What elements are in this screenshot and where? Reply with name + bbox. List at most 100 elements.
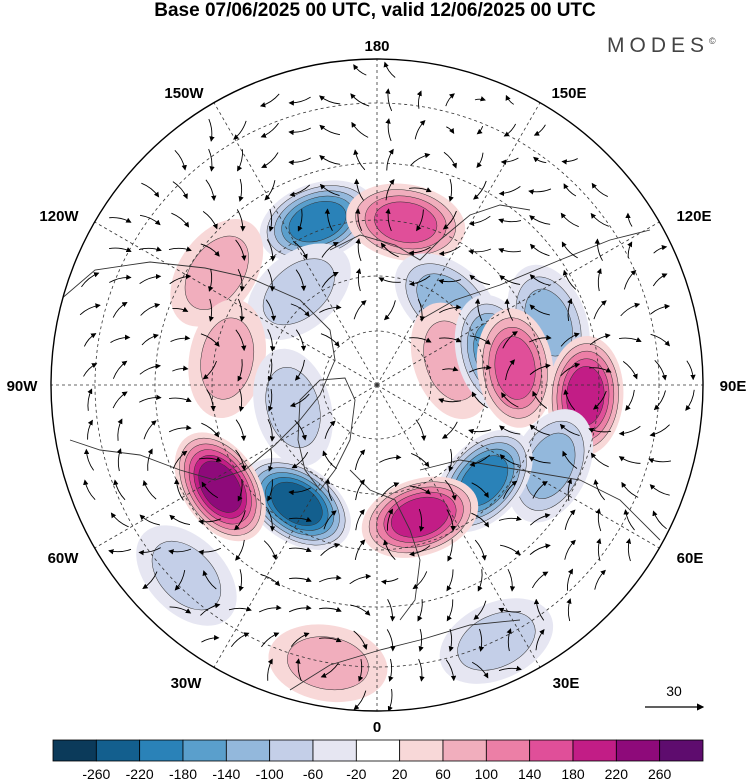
anomaly-contour: [198, 460, 243, 513]
wind-vector: [268, 358, 273, 382]
wind-vector: [478, 628, 485, 652]
wind-vector: [501, 392, 519, 408]
wind-vector: [138, 547, 161, 556]
wind-vector: [446, 509, 456, 532]
wind-vector: [533, 598, 545, 621]
colorbar-swatch: [442, 739, 487, 762]
wind-vector: [110, 334, 131, 343]
wind-vector: [476, 126, 484, 135]
wind-vector: [502, 480, 518, 499]
wind-vector: [529, 513, 551, 526]
wind-vector: [291, 451, 309, 469]
wind-vector: [503, 123, 517, 137]
wind-vector: [531, 571, 549, 589]
wind-vector: [202, 211, 218, 230]
wind-vector: [386, 629, 396, 652]
wind-vector: [83, 363, 98, 377]
lon-label-30w: 30W: [171, 675, 203, 692]
anomaly-contour: [270, 481, 323, 526]
wind-vector: [469, 335, 491, 345]
wind-vector: [112, 360, 128, 379]
coastlines: [59, 204, 661, 691]
wind-vector: [417, 298, 426, 322]
wind-vector: [81, 272, 100, 288]
wind-vector: [173, 478, 184, 501]
wind-vector: [319, 124, 341, 136]
reference-vector-label: 30: [666, 683, 682, 699]
wind-vector: [471, 482, 489, 498]
wind-vector: [685, 389, 695, 411]
meridian: [213, 384, 378, 668]
lon-label-150w: 150W: [164, 85, 204, 102]
coastline-asia: [419, 459, 661, 541]
wind-vector: [139, 273, 162, 285]
wind-vector: [235, 419, 247, 442]
wind-vector: [619, 337, 642, 343]
anomaly-center: [188, 299, 267, 419]
wind-vector: [409, 187, 432, 193]
wind-vector: [260, 122, 279, 138]
wind-vector: [412, 571, 428, 590]
wind-vector: [418, 508, 425, 532]
wind-vector: [474, 539, 487, 561]
wind-vector: [235, 239, 247, 261]
wind-vector: [499, 454, 520, 466]
wind-vector: [650, 333, 671, 347]
reference-vector: 30: [645, 683, 705, 711]
colorbar-swatch: [312, 739, 357, 762]
wind-vector: [418, 658, 425, 682]
wind-vector: [686, 360, 696, 381]
brand-name: MODES: [607, 34, 710, 57]
wind-vector: [535, 629, 545, 651]
wind-vector: [321, 272, 339, 288]
map-border: [50, 58, 704, 712]
colorbar-swatch: [95, 739, 141, 762]
colorbar-swatch: [399, 739, 444, 762]
wind-vector: [498, 248, 522, 254]
coastline-north-america: [59, 261, 336, 481]
anomaly-center: [476, 308, 554, 428]
wind-vector: [113, 479, 126, 501]
brand-logo: MODES©: [607, 34, 716, 58]
wind-vector: [471, 512, 490, 528]
wind-vector: [267, 479, 273, 502]
wind-vector: [442, 210, 457, 230]
colorbar-tick-label: -220: [126, 766, 154, 782]
wind-vector: [596, 538, 602, 562]
wind-vector: [234, 510, 246, 531]
wind-vector: [563, 183, 577, 197]
wind-vector: [625, 389, 635, 411]
anomaly-contour: [287, 636, 369, 691]
wind-vector: [289, 393, 310, 408]
wind-vector: [498, 515, 522, 522]
wind-vector: [267, 269, 276, 292]
wind-vector: [448, 448, 454, 472]
wind-vector: [295, 269, 307, 292]
anomaly-contour: [390, 496, 449, 538]
wind-vector: [288, 604, 312, 613]
wind-vector: [385, 179, 395, 201]
wind-vector: [649, 484, 670, 496]
wind-vector: [355, 509, 365, 531]
coastline-greenland: [297, 377, 356, 491]
wind-vector: [589, 333, 611, 346]
wind-vector: [473, 600, 487, 620]
wind-vector: [318, 606, 342, 612]
colorbar-swatch: [529, 739, 574, 762]
wind-vector: [385, 88, 393, 112]
wind-vector: [147, 448, 153, 471]
wind-vector: [409, 545, 431, 557]
wind-vector: [650, 303, 671, 315]
wind-vector: [588, 428, 612, 433]
wind-vector: [446, 569, 454, 592]
wind-vector: [320, 542, 341, 556]
wind-vector: [172, 365, 189, 372]
wind-vector: [108, 548, 132, 555]
wind-vector: [409, 485, 431, 495]
lon-label-30e: 30E: [553, 675, 580, 692]
wind-vector: [168, 246, 192, 252]
wind-vector: [142, 571, 158, 589]
lon-label-60w: 60W: [48, 550, 80, 567]
wind-vector: [410, 152, 431, 166]
wind-vector: [446, 126, 455, 134]
